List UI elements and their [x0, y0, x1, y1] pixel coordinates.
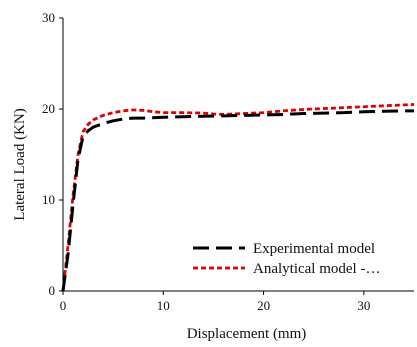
- legend: Experimental model Analytical model -…: [193, 241, 380, 277]
- x-tick-label: 30: [357, 298, 370, 313]
- y-tick-label: 0: [49, 283, 56, 298]
- x-tick-label: 10: [157, 298, 170, 313]
- y-axis-title: Lateral Load (KN): [12, 108, 28, 220]
- series-line-analytical: [61, 103, 415, 292]
- x-tick-label: 0: [60, 298, 67, 313]
- series-line-experimental: [61, 109, 414, 292]
- series-layer: [61, 103, 415, 292]
- axis-layer: [62, 18, 414, 292]
- y-tick-label: 10: [42, 192, 55, 207]
- tick-layer: 0 10 20 30 0 10 20 30: [42, 10, 370, 313]
- y-tick-label: 20: [42, 101, 55, 116]
- legend-entry-label: Experimental model: [253, 241, 375, 257]
- x-axis-title: Displacement (mm): [187, 326, 307, 342]
- x-tick-label: 20: [257, 298, 270, 313]
- y-tick-label: 30: [42, 10, 55, 25]
- legend-entry-label: Analytical model -…: [253, 261, 380, 277]
